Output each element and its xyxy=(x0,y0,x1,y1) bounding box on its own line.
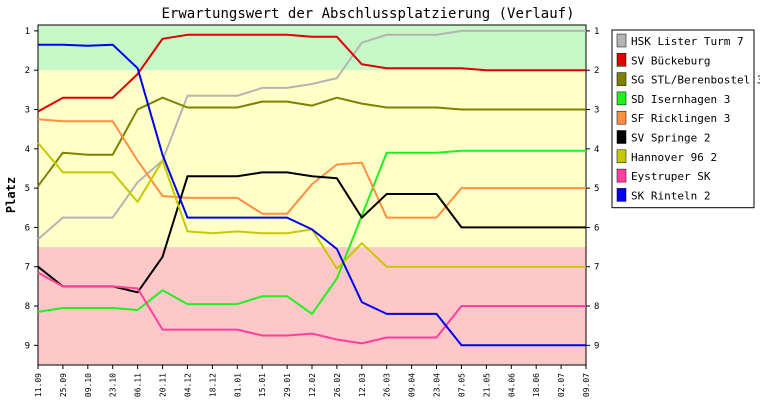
x-tick-label: 20.11 xyxy=(159,373,168,397)
y-tick-label-right: 5 xyxy=(594,184,599,194)
legend-swatch xyxy=(616,149,627,164)
x-tick-label: 18.12 xyxy=(208,373,217,397)
x-tick-label: 04.06 xyxy=(507,373,516,397)
chart-title: Erwartungswert der Abschlussplatzierung … xyxy=(161,6,574,22)
y-axis-label: Platz xyxy=(4,177,18,213)
legend-swatch xyxy=(616,168,627,183)
y-tick-label-left: 3 xyxy=(25,106,30,116)
y-tick-label-right: 7 xyxy=(594,263,599,273)
legend-label: Hannover 96 2 xyxy=(631,151,717,164)
y-tick-label-right: 4 xyxy=(594,145,599,155)
x-tick-label: 21.05 xyxy=(482,373,491,397)
x-tick-label: 04.12 xyxy=(183,373,192,397)
y-tick-label-left: 9 xyxy=(25,341,30,351)
x-tick-label: 01.01 xyxy=(233,373,242,397)
x-tick-label: 12.02 xyxy=(308,373,317,397)
y-axis-left: 1 2 3 4 5 6 7 8 9 xyxy=(25,27,38,351)
x-tick-label: 29.01 xyxy=(283,373,292,397)
y-tick-label-left: 6 xyxy=(25,223,30,233)
x-tick-label: 11.09 xyxy=(34,373,43,397)
legend-swatch xyxy=(616,91,627,106)
x-tick-label: 09.10 xyxy=(84,373,93,397)
legend-swatch xyxy=(616,110,627,125)
x-tick-label: 26.02 xyxy=(333,373,342,397)
legend-label: SK Rinteln 2 xyxy=(631,189,710,202)
legend-label: Eystruper SK xyxy=(631,170,711,183)
y-tick-label-right: 9 xyxy=(594,341,599,351)
x-tick-label: 26.03 xyxy=(383,373,392,397)
series-line-7 xyxy=(37,271,586,345)
y-tick-label-left: 2 xyxy=(25,66,30,76)
legend-box xyxy=(611,29,755,209)
legend-swatch xyxy=(616,188,627,202)
y-tick-label-left: 4 xyxy=(25,145,30,155)
x-tick-label: 02.07 xyxy=(557,373,566,397)
x-tick-label: 25.09 xyxy=(59,373,68,397)
series-line-5 xyxy=(37,171,586,294)
y-tick-label-right: 8 xyxy=(594,302,599,312)
x-tick-label: 06.11 xyxy=(134,373,143,397)
y-tick-label-right: 3 xyxy=(594,106,599,116)
legend-label: SG STL/Berenbostel 3 xyxy=(631,74,760,87)
y-axis-right: 1 2 3 4 5 6 7 8 9 xyxy=(586,27,599,351)
series-lines xyxy=(37,29,586,347)
y-tick-label-left: 5 xyxy=(25,184,30,194)
x-tick-label: 09.04 xyxy=(408,373,417,397)
series-line-4 xyxy=(37,118,586,219)
zone-1 xyxy=(38,70,586,248)
series-line-2 xyxy=(37,96,586,187)
legend-swatch xyxy=(616,53,627,67)
legend-swatch xyxy=(616,72,627,86)
legend-label: SF Ricklingen 3 xyxy=(631,112,730,125)
legend-swatch xyxy=(616,33,627,48)
x-tick-label: 09.07 xyxy=(582,373,591,397)
y-tick-label-left: 8 xyxy=(25,302,30,312)
legend: HSK Lister Turm 7 SV Bückeburg SG STL/Bere… xyxy=(611,29,760,209)
x-tick-label: 23.10 xyxy=(109,373,118,397)
series-line-3 xyxy=(37,149,586,315)
x-tick-label: 15.01 xyxy=(258,373,267,397)
y-tick-label-right: 2 xyxy=(594,66,599,76)
x-tick-label: 07.05 xyxy=(457,373,466,397)
legend-label: SV Bückeburg xyxy=(631,54,710,67)
y-tick-label-right: 1 xyxy=(594,27,599,37)
series-line-1 xyxy=(37,33,586,113)
legend-label: SD Isernhagen 3 xyxy=(631,93,730,106)
x-tick-label: 23.04 xyxy=(433,373,442,397)
legend-swatch xyxy=(616,130,627,144)
x-axis: 11.09 25.09 09.10 23.10 06.11 20.11 04.12 18.12… xyxy=(34,365,591,397)
zone-0 xyxy=(38,25,586,71)
y-tick-label-right: 6 xyxy=(594,223,599,233)
x-tick-label: 12.03 xyxy=(358,373,367,397)
legend-label: HSK Lister Turm 7 xyxy=(631,35,744,48)
series-line-0 xyxy=(37,29,586,240)
y-tick-label-left: 7 xyxy=(25,263,30,273)
y-tick-label-left: 1 xyxy=(25,27,30,37)
series-line-8 xyxy=(38,43,586,347)
x-tick-label: 18.06 xyxy=(532,373,541,397)
legend-label: SV Springe 2 xyxy=(631,132,710,145)
